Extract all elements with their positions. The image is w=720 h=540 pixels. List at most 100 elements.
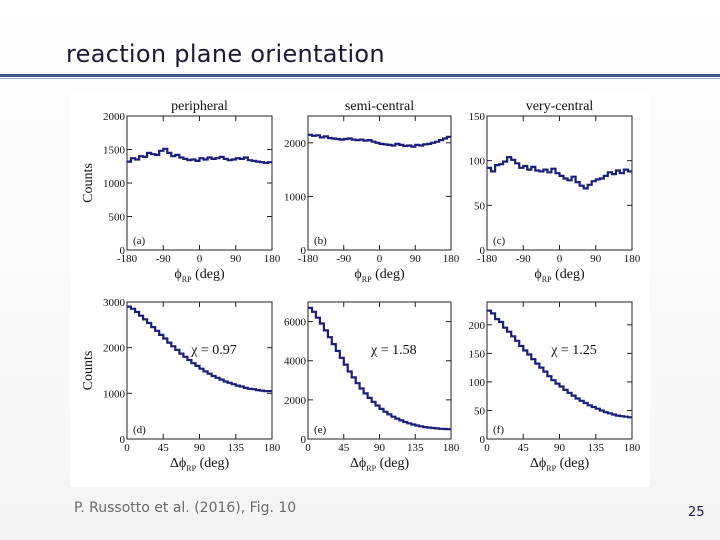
page-number: 25 — [688, 505, 705, 520]
series-line — [308, 306, 451, 431]
citation: P. Russotto et al. (2016), Fig. 10 — [74, 500, 297, 516]
y-tick-label: 0 — [480, 434, 486, 446]
x-tick-label: 0 — [197, 253, 203, 265]
x-axis-subscript: RP — [546, 464, 556, 473]
y-tick-label: 6000 — [284, 317, 307, 329]
panel-title: very-central — [526, 99, 594, 114]
figure-panel: -180 -90 0 90 180 0 500 1000 1500 2000 (a) peripher… — [70, 92, 650, 487]
x-axis-label: ϕRP (deg) — [174, 267, 225, 284]
panel-title: peripheral — [171, 99, 228, 114]
y-tick-label: 0 — [120, 245, 126, 257]
panel-label: (a) — [133, 235, 146, 247]
x-tick-label: 0 — [484, 442, 490, 454]
y-tick-label: 2000 — [103, 343, 126, 355]
x-axis-unit: (deg) — [372, 267, 405, 282]
panel-f: 0 45 90 135 180 0 50 100 150 200 (f) χ = 1.25 ΔϕRP (… — [469, 301, 641, 473]
x-tick-label: -180 — [298, 253, 319, 265]
x-tick-label: 0 — [305, 442, 311, 454]
x-tick-label: 45 — [158, 442, 170, 454]
y-tick-label: 1000 — [103, 388, 126, 400]
x-tick-label: 180 — [264, 253, 281, 265]
x-axis-label: ϕRP (deg) — [534, 267, 585, 284]
series-line — [308, 133, 451, 148]
x-tick-label: 90 — [374, 442, 386, 454]
chi-annotation: χ = 1.25 — [550, 343, 597, 358]
x-tick-label: -180 — [477, 253, 498, 265]
plot-frame — [126, 115, 273, 251]
series-line — [487, 156, 632, 190]
y-tick-label: 2000 — [284, 395, 307, 407]
x-axis-subscript: RP — [362, 275, 372, 284]
x-axis-symbol: Δϕ — [170, 456, 186, 471]
x-tick-label: 90 — [554, 442, 566, 454]
x-tick-label: 135 — [228, 442, 245, 454]
slide-title: reaction plane orientation — [66, 40, 385, 68]
x-tick-label: 90 — [590, 253, 602, 265]
x-tick-label: 180 — [443, 253, 460, 265]
x-axis-unit: (deg) — [556, 456, 589, 471]
plot-frame — [307, 115, 452, 251]
y-tick-label: 0 — [120, 434, 126, 446]
x-tick-label: 0 — [124, 442, 130, 454]
y-tick-label: 0 — [301, 245, 307, 257]
x-tick-label: 90 — [230, 253, 242, 265]
x-tick-label: 0 — [557, 253, 563, 265]
x-axis-label: ϕRP (deg) — [354, 267, 405, 284]
y-tick-label: 4000 — [284, 356, 307, 368]
series-line — [127, 305, 272, 393]
x-tick-label: -90 — [156, 253, 171, 265]
y-tick-label: 3000 — [103, 297, 126, 309]
y-axis-label: Counts — [81, 351, 96, 391]
y-tick-label: 100 — [469, 377, 486, 389]
x-axis-subscript: RP — [182, 275, 192, 284]
panel-b: -180 -90 0 90 180 0 1000 2000 (b) semi-central ϕRP… — [284, 99, 460, 284]
x-axis-symbol: Δϕ — [350, 456, 366, 471]
title-rule — [0, 74, 720, 77]
plot-frame — [486, 115, 633, 251]
panel-label: (c) — [493, 235, 506, 247]
x-axis-subscript: RP — [542, 275, 552, 284]
chi-annotation: χ = 1.58 — [370, 343, 417, 358]
x-tick-label: 90 — [194, 442, 206, 454]
x-axis-symbol: Δϕ — [530, 456, 546, 471]
y-tick-label: 1000 — [284, 191, 307, 203]
panel-e: 0 45 90 135 180 0 2000 4000 6000 (e) χ = 1.58 ΔϕRP … — [284, 301, 460, 473]
y-tick-label: 50 — [474, 200, 486, 212]
figure-svg: -180 -90 0 90 1800500100015002000(a)peripher… — [81, 99, 641, 473]
plot-frame — [486, 301, 633, 440]
x-tick-label: 180 — [624, 442, 641, 454]
y-tick-label: 2000 — [284, 138, 307, 150]
x-tick-label: 180 — [624, 253, 641, 265]
y-axis-label: Counts — [81, 163, 96, 203]
x-axis-unit: (deg) — [192, 267, 225, 282]
x-axis-symbol: ϕ — [534, 267, 541, 282]
x-axis-unit: (deg) — [196, 456, 229, 471]
y-tick-label: 2000 — [103, 111, 126, 123]
panel-label: (b) — [314, 235, 327, 247]
title-rule-thin — [0, 78, 720, 79]
panel-c: -180 -90 0 90 180 0 50 100 150 (c) very-central ϕRP… — [469, 99, 641, 284]
y-tick-label: 100 — [469, 156, 486, 168]
x-axis-symbol: ϕ — [174, 267, 181, 282]
x-tick-label: -90 — [336, 253, 351, 265]
x-tick-label: 180 — [443, 442, 460, 454]
x-tick-label: 45 — [338, 442, 350, 454]
x-tick-label: 135 — [588, 442, 605, 454]
x-tick-label: 45 — [518, 442, 530, 454]
series-line — [487, 309, 632, 419]
y-tick-label: 0 — [301, 434, 307, 446]
x-axis-label: ΔϕRP (deg) — [530, 456, 590, 473]
x-axis-unit: (deg) — [376, 456, 409, 471]
y-tick-label: 150 — [469, 348, 486, 360]
y-tick-label: 0 — [480, 245, 486, 257]
panel-label: (f) — [493, 424, 504, 436]
chi-annotation: χ = 0.97 — [190, 343, 237, 358]
y-tick-label: 500 — [109, 212, 126, 224]
x-axis-label: ΔϕRP (deg) — [350, 456, 410, 473]
y-tick-label: 200 — [469, 320, 486, 332]
y-tick-label: 1000 — [103, 178, 126, 190]
x-axis-subscript: RP — [186, 464, 196, 473]
x-axis-unit: (deg) — [552, 267, 585, 282]
panel-d: 0 45 90 135 180 0 1000 2000 3000 (d) χ = 0.97 ΔϕRP … — [81, 297, 281, 473]
y-tick-label: 150 — [469, 111, 486, 123]
